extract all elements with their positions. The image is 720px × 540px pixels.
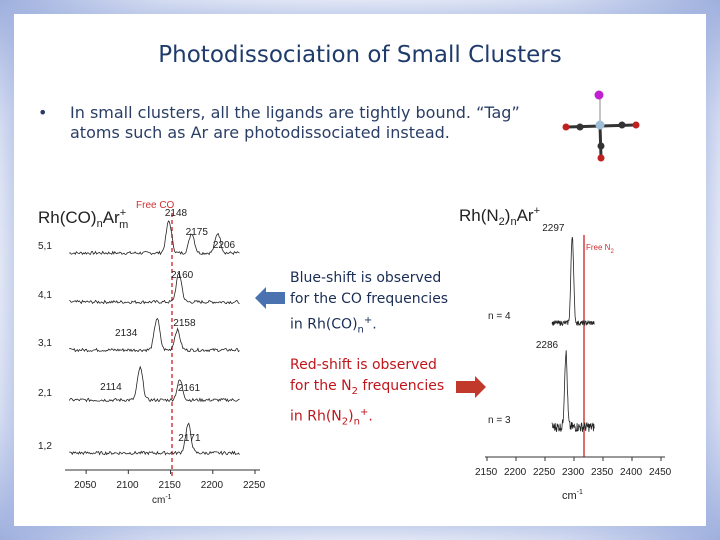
left-trace-line xyxy=(69,317,240,353)
o-atom-bottom xyxy=(597,154,605,162)
left-trace-line xyxy=(68,365,240,403)
left-peak-label: 2160 xyxy=(171,270,194,281)
left-x-unit: cm-1 xyxy=(152,494,172,506)
left-trace-label: 4,1 xyxy=(38,290,52,301)
ar-atom xyxy=(594,90,604,100)
c-atom-right xyxy=(618,121,626,129)
rh-co-spectrum: Rh(CO)nAr+ m Free CO 5,1 2148 2175 2206 4,1 21… xyxy=(38,200,266,506)
right-x-unit: cm-1 xyxy=(562,489,583,502)
c-atom-bottom xyxy=(597,142,605,150)
left-tick-label: 2100 xyxy=(116,480,139,491)
left-peak-label: 2114 xyxy=(100,382,122,393)
o-atom-left xyxy=(562,123,570,131)
left-trace-line xyxy=(69,220,240,256)
red-shift-note: Red-shift is observed for the N2 frequen… xyxy=(290,355,470,432)
blue-shift-note: Blue-shift is observed for the CO freque… xyxy=(290,268,470,340)
free-co-label: Free CO xyxy=(136,200,175,211)
left-peak-label: 2171 xyxy=(178,433,201,444)
right-trace-label: n = 4 xyxy=(488,311,511,322)
right-trace-label: n = 3 xyxy=(488,415,511,426)
left-peak-label: 2134 xyxy=(115,328,138,339)
slide-canvas xyxy=(14,14,706,526)
left-peak-label: 2161 xyxy=(178,383,201,394)
o-atom-right xyxy=(632,121,640,129)
right-tick-label: 2250 xyxy=(533,467,556,478)
left-tick-label: 2200 xyxy=(201,480,224,491)
left-peak-label: 2158 xyxy=(173,318,196,329)
left-trace-label: 3,1 xyxy=(38,338,52,349)
left-trace-line xyxy=(69,272,240,305)
blue-note-line-1: Blue-shift is observed xyxy=(290,270,442,286)
left-peak-label: 2206 xyxy=(213,240,236,251)
left-tick-label: 2250 xyxy=(243,480,266,491)
red-note-line-2: for the N2 frequencies xyxy=(290,378,445,397)
right-tick-label: 2300 xyxy=(562,467,585,478)
right-peak-label: 2297 xyxy=(542,223,565,234)
left-peak-label: 2175 xyxy=(186,227,209,238)
left-peak-label: 2148 xyxy=(165,208,188,219)
red-note-line-3: in Rh(N2)n+. xyxy=(290,406,373,428)
blue-note-line-2: for the CO frequencies xyxy=(290,291,449,307)
c-atom-left xyxy=(576,123,584,131)
blue-shift-arrow xyxy=(255,287,285,309)
red-note-line-1: Red-shift is observed xyxy=(290,357,437,373)
left-tick-label: 2050 xyxy=(74,480,97,491)
right-tick-label: 2200 xyxy=(504,467,527,478)
left-trace-label: 5,1 xyxy=(38,241,52,252)
right-peak-label: 2286 xyxy=(536,340,559,351)
left-tick-label: 2150 xyxy=(159,480,182,491)
red-shift-arrow xyxy=(456,376,486,398)
right-tick-label: 2350 xyxy=(591,467,614,478)
left-trace-label: 1,2 xyxy=(38,441,52,452)
left-trace-line xyxy=(69,422,240,456)
rh-atom xyxy=(595,120,605,130)
rh-n2-spectrum: Rh(N2)nAr+ Free N2 n = 4 2297 n = 3 2286 21… xyxy=(459,205,672,502)
bullet-text: In small clusters, all the ligands are t… xyxy=(70,103,520,142)
right-tick-label: 2150 xyxy=(475,467,498,478)
left-trace-label: 2,1 xyxy=(38,388,52,399)
slide-title: Photodissociation of Small Clusters xyxy=(158,42,562,68)
right-trace-line xyxy=(551,237,595,327)
rh-n2-label: Rh(N2)nAr+ xyxy=(459,205,540,228)
right-trace-line xyxy=(551,350,595,433)
rh-co-label: Rh(CO)nAr+ m xyxy=(38,207,128,231)
right-tick-label: 2400 xyxy=(620,467,643,478)
free-n2-label: Free N2 xyxy=(586,243,614,255)
bullet-marker: • xyxy=(38,103,48,122)
blue-note-line-3: in Rh(CO)n+. xyxy=(290,315,377,336)
right-tick-label: 2450 xyxy=(649,467,672,478)
cluster-molecule-diagram xyxy=(562,90,640,162)
